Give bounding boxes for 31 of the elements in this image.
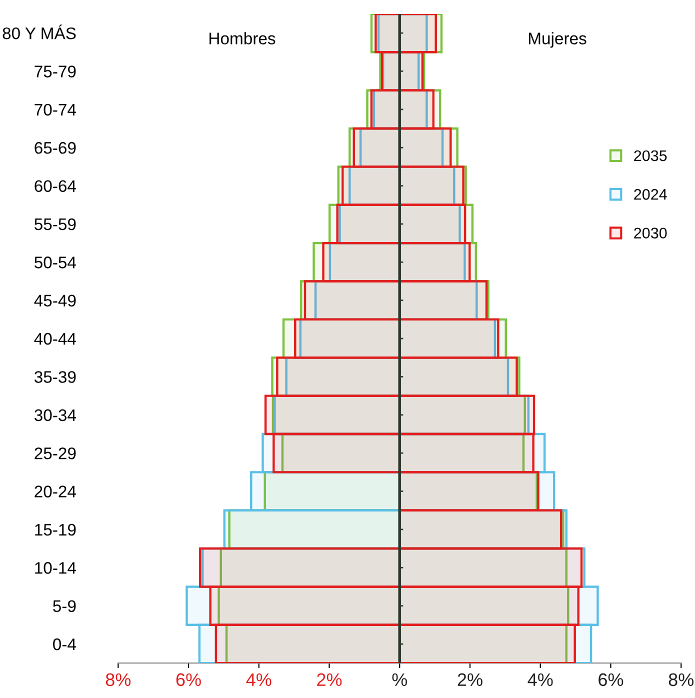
y-tick-label: 30-34 (34, 409, 76, 422)
x-tick-label: 6% (176, 673, 201, 686)
y-tick-label: 45-49 (34, 294, 76, 307)
y-tick-label: 20-24 (34, 486, 76, 498)
legend-label: 2030 (634, 228, 667, 239)
x-tick-label: 6% (598, 673, 624, 686)
y-tick-label: 15-19 (35, 524, 76, 536)
annotation: Hombres (210, 32, 276, 44)
y-tick-label: 0-4 (53, 638, 76, 650)
y-tick-label: 70-74 (34, 104, 76, 116)
y-tick-label: 65-69 (34, 142, 76, 154)
annotation: Mujeres (528, 32, 586, 48)
y-tick-label: 80 Y MÁS (2, 24, 76, 40)
x-tick-label: 2% (317, 673, 342, 686)
x-tick-label: 2% (458, 673, 482, 686)
legend-label: 2024 (634, 189, 667, 200)
y-tick-label: 55-59 (34, 218, 76, 230)
y-tick-label: 35-39 (34, 371, 76, 383)
y-tick-label: 5-9 (53, 600, 76, 612)
y-tick-label: 40-44 (34, 332, 76, 345)
y-tick-label: 60-64 (34, 180, 76, 192)
x-tick-label: 4% (528, 673, 553, 686)
y-tick-label: 10-14 (35, 562, 76, 574)
x-tick-label: % (392, 673, 408, 686)
x-tick-label: 8% (668, 673, 694, 686)
legend-label: 2035 (634, 150, 667, 162)
x-tick-label: 4% (246, 673, 272, 686)
x-tick-label: 8% (106, 673, 131, 686)
y-tick-label: 50-54 (34, 256, 76, 268)
y-tick-label: 75-79 (34, 66, 76, 78)
y-tick-label: 25-29 (34, 447, 76, 460)
